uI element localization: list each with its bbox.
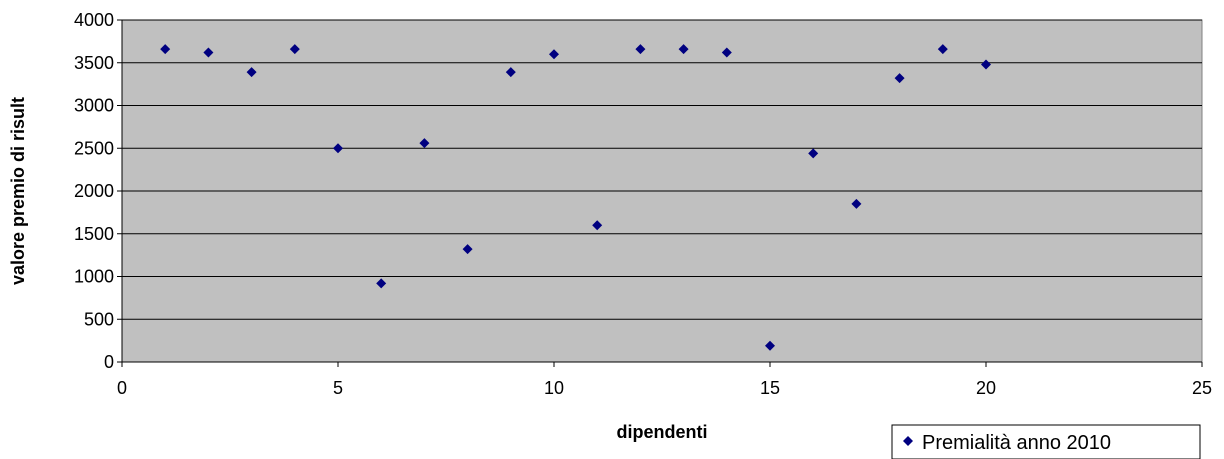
gridlines (121, 19, 1202, 363)
legend-box (891, 424, 1201, 459)
data-point-13 (678, 44, 689, 55)
data-point-15 (765, 340, 775, 351)
data-point-8 (462, 244, 473, 255)
data-point-3 (246, 67, 257, 78)
x-axis-title: dipendenti (617, 422, 708, 442)
legend: Premialità anno 2010 (891, 424, 1201, 459)
data-point-6 (376, 278, 387, 289)
x-tick-label-20: 20 (976, 378, 996, 398)
y-tick-label-2500: 2500 (74, 138, 114, 158)
data-point-19 (937, 44, 948, 55)
x-tick-label-10: 10 (544, 378, 564, 398)
data-point-10 (549, 49, 559, 60)
y-tick-label-1500: 1500 (74, 224, 114, 244)
data-point-5 (333, 143, 343, 154)
data-point-14 (721, 47, 732, 58)
data-point-1 (160, 44, 171, 55)
y-tick-label-1000: 1000 (74, 267, 114, 287)
y-axis-title: valore premio di risult (8, 97, 28, 285)
y-axis-ticks: 0 500 1000 1500 2000 2500 3000 3500 4000 (74, 10, 122, 372)
data-point-2 (203, 47, 214, 58)
data-point-12 (635, 44, 646, 55)
legend-diamond-icon (903, 436, 913, 446)
y-tick-label-3000: 3000 (74, 96, 114, 116)
y-tick-label-4000: 4000 (74, 10, 114, 30)
data-point-18 (894, 73, 905, 84)
data-point-20 (981, 59, 991, 70)
x-tick-label-0: 0 (117, 378, 127, 398)
data-point-7 (419, 138, 430, 149)
x-tick-label-15: 15 (760, 378, 780, 398)
data-point-17 (851, 198, 862, 209)
y-tick-label-500: 500 (84, 309, 114, 329)
y-tick-label-0: 0 (104, 352, 114, 372)
x-tick-label-5: 5 (333, 378, 343, 398)
data-points (160, 44, 991, 351)
data-point-9 (505, 67, 516, 78)
y-tick-label-2000: 2000 (74, 181, 114, 201)
data-point-16 (808, 148, 819, 159)
y-tick-label-3500: 3500 (74, 53, 114, 73)
data-point-11 (592, 220, 603, 231)
x-axis-ticks: 0 5 10 15 20 25 (117, 362, 1212, 398)
data-point-4 (289, 44, 300, 55)
x-tick-label-25: 25 (1192, 378, 1212, 398)
legend-label: Premialità anno 2010 (922, 432, 1111, 454)
